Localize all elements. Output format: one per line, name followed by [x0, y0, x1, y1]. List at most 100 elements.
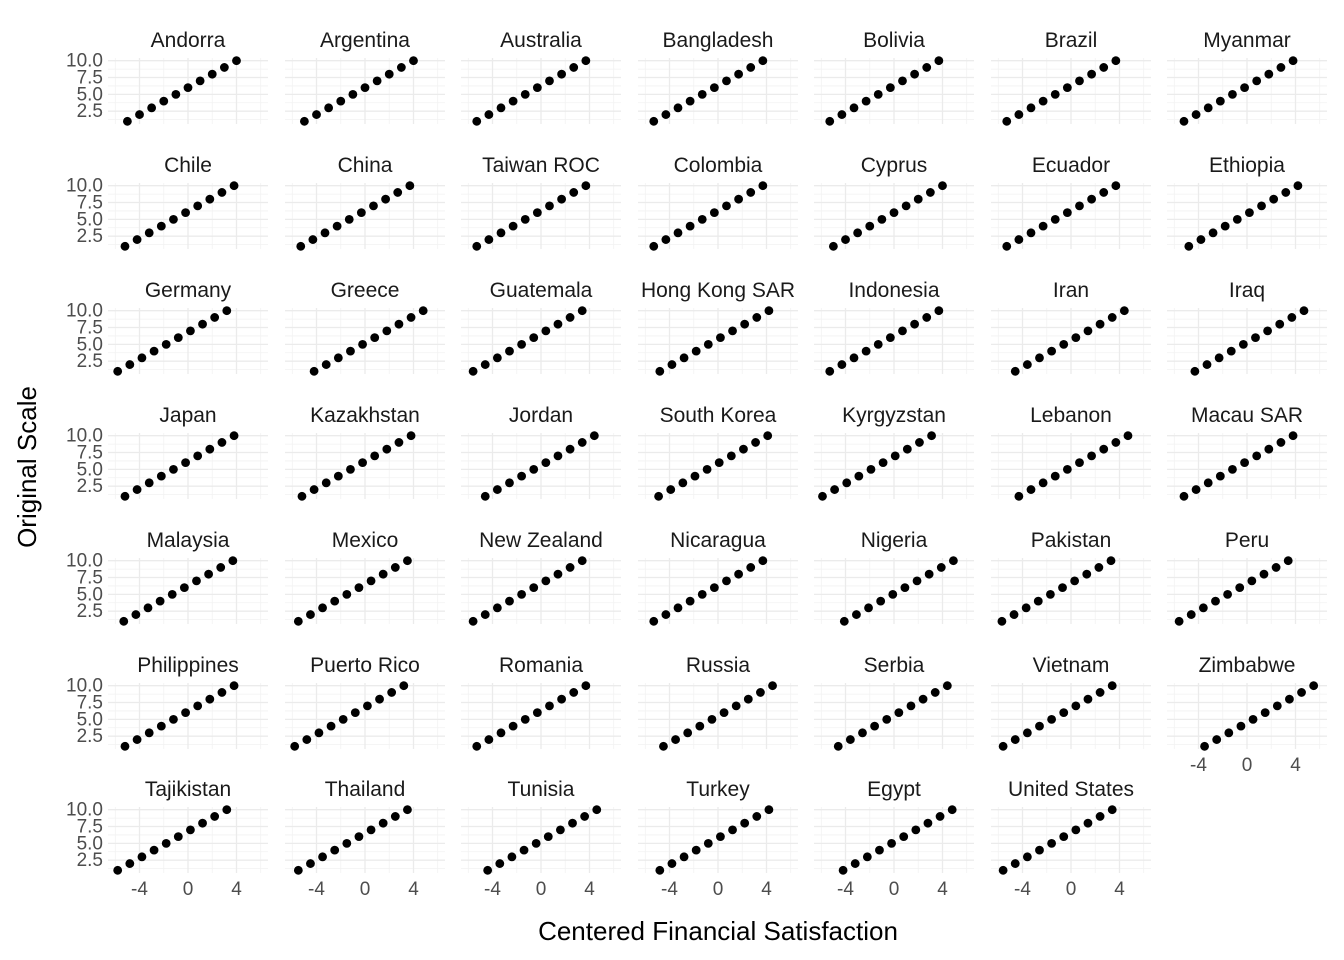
data-point [125, 859, 135, 868]
facet-panel: Kazakhstan [285, 404, 445, 501]
data-point [911, 825, 921, 835]
data-point [132, 735, 142, 744]
data-point [876, 596, 886, 606]
facet-panel: New Zealand [461, 529, 621, 626]
data-point [358, 339, 367, 349]
data-point [898, 76, 907, 86]
data-point [1071, 825, 1081, 835]
data-point [864, 603, 873, 613]
data-point [541, 576, 551, 586]
data-point [1220, 221, 1230, 231]
data-point [853, 228, 863, 238]
data-point [654, 491, 664, 501]
data-point [709, 208, 719, 218]
facet-strip-label: China [338, 154, 393, 177]
facet-panel: United States [991, 778, 1151, 875]
data-point [1276, 63, 1286, 72]
data-point [403, 556, 412, 566]
y-tick-label: 10.0 [66, 676, 103, 697]
facet-strip-label: Indonesia [848, 279, 939, 302]
data-point [885, 333, 895, 343]
data-point [156, 221, 166, 231]
data-point [900, 583, 910, 593]
data-point [557, 69, 567, 79]
data-point [565, 313, 575, 322]
data-point [293, 865, 303, 875]
facet-panel: Lebanon [991, 404, 1151, 501]
facet-panel: Greece [285, 279, 445, 376]
facet-strip-label: Serbia [864, 654, 925, 677]
data-point [1083, 818, 1093, 828]
facet-panel: Romania [461, 654, 621, 751]
data-point [207, 69, 217, 79]
y-tick-label: 5.0 [77, 459, 103, 480]
data-point [557, 694, 567, 704]
y-tick-label: 7.5 [77, 817, 103, 838]
data-point [878, 458, 888, 468]
facet-panel: Chile 2.55.07.510.0 [66, 154, 268, 251]
y-tick-label: 10.0 [66, 800, 103, 821]
x-tick-label: -4 [1014, 879, 1031, 900]
data-point [1106, 556, 1116, 566]
data-point [296, 241, 306, 251]
data-point [210, 313, 220, 322]
data-point [346, 464, 355, 474]
y-axis-title: Original Scale [12, 386, 42, 548]
data-point [229, 181, 239, 191]
data-point [531, 838, 541, 848]
data-point [181, 458, 190, 468]
data-point [1228, 89, 1237, 99]
facet-panel: Andorra 2.55.07.510.0 [66, 29, 268, 126]
y-tick-label: 10.0 [66, 176, 103, 197]
data-point [169, 464, 178, 474]
facet-panel: Colombia [638, 154, 798, 251]
data-point [1059, 339, 1069, 349]
data-point [1215, 471, 1225, 481]
data-point [508, 96, 518, 106]
data-point [906, 701, 916, 711]
data-point [935, 812, 945, 821]
data-point [169, 214, 178, 224]
data-point [173, 832, 183, 842]
data-point [764, 805, 774, 815]
data-point [517, 339, 527, 349]
facet-strip-label: Iran [1053, 279, 1089, 302]
y-tick-label: 5.0 [77, 209, 103, 230]
facet-strip-label: Kyrgyzstan [842, 404, 946, 427]
data-point [889, 208, 899, 218]
data-point [1281, 188, 1291, 197]
data-point [756, 688, 765, 697]
data-point [1214, 353, 1224, 363]
data-point [1083, 694, 1093, 704]
data-point [306, 859, 315, 868]
facet-panel: Philippines 2.55.07.510.0 [66, 654, 268, 751]
data-point [480, 610, 490, 619]
y-tick-label: 10.0 [66, 426, 103, 447]
data-point [852, 610, 861, 619]
data-point [394, 319, 404, 329]
data-point [1075, 458, 1084, 468]
data-point [1107, 805, 1117, 815]
facet-panel: Iraq [1167, 279, 1327, 376]
data-point [716, 832, 725, 842]
data-point [1297, 688, 1306, 697]
data-point [217, 188, 227, 197]
data-point [312, 110, 321, 119]
data-point [299, 116, 309, 126]
data-point [198, 818, 207, 828]
data-point [695, 721, 705, 731]
data-point [520, 214, 530, 224]
data-point [752, 313, 762, 322]
x-tick-label: 0 [360, 879, 371, 900]
facet-strip-label: Thailand [325, 778, 406, 801]
data-point [161, 339, 171, 349]
data-point [553, 569, 563, 579]
data-point [326, 721, 336, 731]
data-point [898, 326, 907, 336]
facet-strip-label: Ecuador [1032, 154, 1110, 177]
data-point [569, 188, 579, 197]
data-point [119, 616, 129, 626]
facet-strip-label: Jordan [509, 404, 573, 427]
data-point [483, 865, 493, 875]
data-point [888, 589, 898, 599]
